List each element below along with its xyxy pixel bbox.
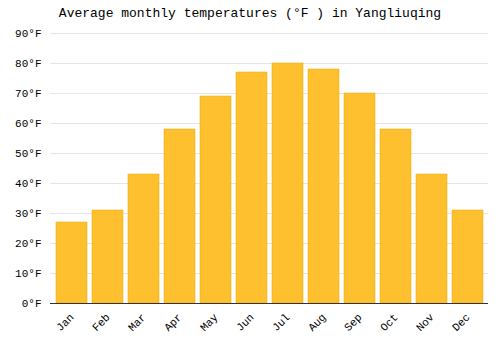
svg-text:Aug: Aug — [306, 311, 328, 333]
svg-text:Oct: Oct — [378, 311, 400, 333]
svg-text:70°F: 70°F — [15, 88, 41, 100]
svg-text:0°F: 0°F — [22, 298, 42, 310]
svg-text:Dec: Dec — [450, 311, 472, 333]
svg-text:Sep: Sep — [342, 311, 364, 333]
svg-text:Apr: Apr — [162, 311, 184, 333]
svg-text:30°F: 30°F — [15, 208, 41, 220]
svg-text:Jan: Jan — [54, 311, 76, 333]
svg-text:20°F: 20°F — [15, 238, 41, 250]
svg-text:60°F: 60°F — [15, 118, 41, 130]
svg-text:50°F: 50°F — [15, 148, 41, 160]
html-text:Average monthly temperatures (: Average monthly temperatures (°F ) in Ya… — [58, 6, 442, 21]
svg-text:10°F: 10°F — [15, 268, 41, 280]
svg-text:Jul: Jul — [270, 311, 292, 333]
svg-text:May: May — [198, 311, 221, 334]
svg-text:Mar: Mar — [126, 311, 148, 333]
svg-text:Feb: Feb — [90, 311, 112, 333]
svg-text:Jun: Jun — [234, 311, 256, 333]
svg-text:Nov: Nov — [414, 311, 437, 334]
svg-text:90°F: 90°F — [15, 28, 41, 40]
svg-text:80°F: 80°F — [15, 58, 41, 70]
svg-text:40°F: 40°F — [15, 178, 41, 190]
